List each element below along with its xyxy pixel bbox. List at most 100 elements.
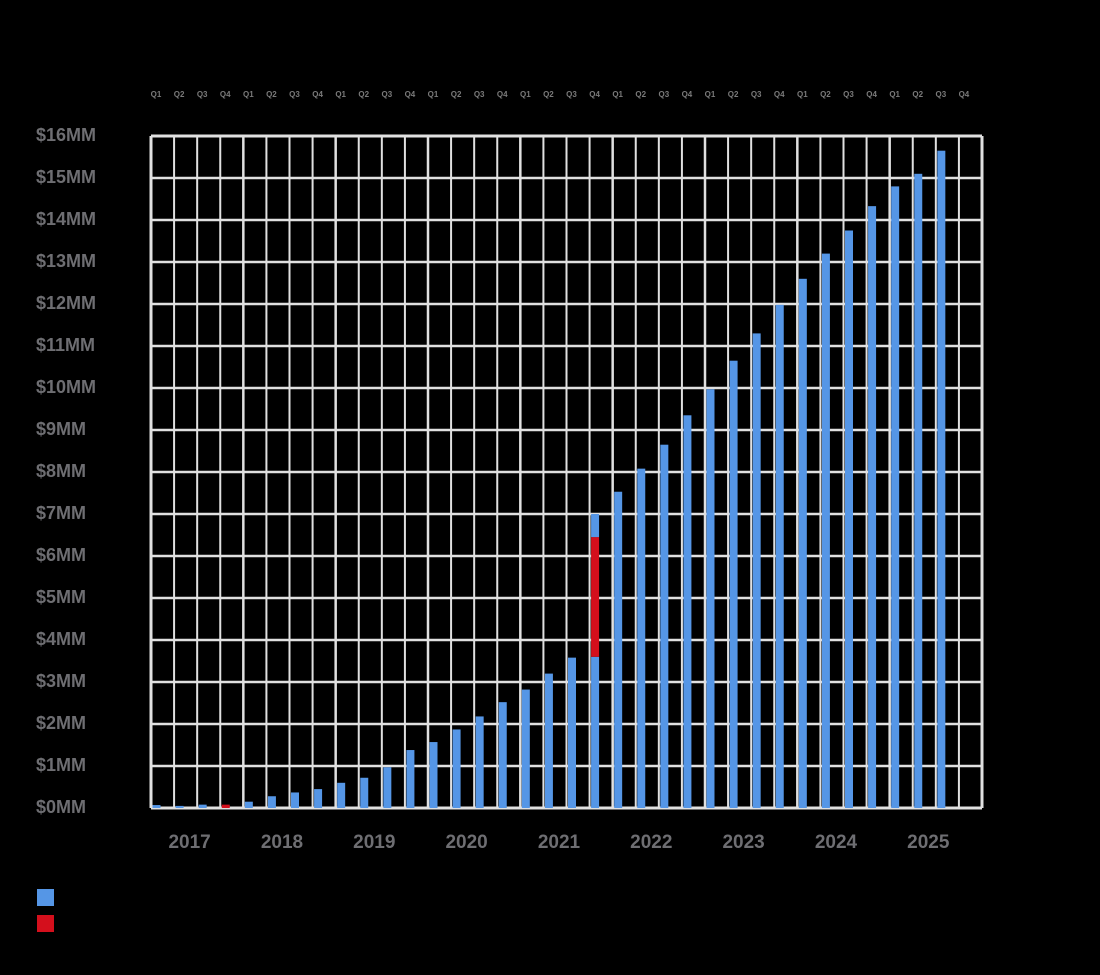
bar-red <box>591 537 600 657</box>
year-label: 2024 <box>814 832 858 853</box>
bar-blue <box>267 796 276 808</box>
y-tick-label: $7MM <box>36 503 87 523</box>
quarter-label: Q1 <box>519 90 531 99</box>
quarter-label: Q2 <box>727 90 739 99</box>
year-label: 2018 <box>260 832 304 853</box>
bar-blue <box>637 468 646 808</box>
quarter-label: Q3 <box>658 90 670 99</box>
y-tick-label: $10MM <box>36 377 97 397</box>
y-tick-label: $8MM <box>36 461 87 481</box>
quarter-label: Q4 <box>589 90 600 99</box>
y-tick-label: $3MM <box>36 671 87 691</box>
y-tick-label: $16MM <box>36 125 97 145</box>
quarter-label: Q2 <box>820 90 831 99</box>
y-tick-label: $4MM <box>36 629 87 649</box>
bar-blue <box>337 782 346 808</box>
year-label: 2021 <box>537 832 581 853</box>
quarter-label: Q1 <box>704 90 716 99</box>
bar-blue <box>821 253 830 809</box>
quarter-label: Q3 <box>473 90 485 99</box>
quarter-label: Q1 <box>335 90 346 99</box>
quarter-label: Q1 <box>796 90 808 99</box>
bar-blue <box>845 230 853 808</box>
y-tick-label: $0MM <box>36 797 87 817</box>
year-label: 2020 <box>445 832 488 853</box>
quarter-label: Q2 <box>635 90 647 99</box>
quarter-label: Q2 <box>543 90 554 99</box>
bar-blue <box>706 389 715 808</box>
bar-blue <box>591 514 600 538</box>
bar-blue <box>429 742 438 808</box>
quarter-label: Q4 <box>219 90 231 99</box>
legend-swatch-blue <box>37 889 54 906</box>
quarter-label: Q3 <box>381 90 393 99</box>
quarter-label: Q4 <box>773 90 785 99</box>
quarter-label: Q3 <box>566 90 577 99</box>
bar-blue <box>568 657 576 808</box>
legend-swatch-red <box>37 915 54 932</box>
quarter-label: Q3 <box>750 90 762 99</box>
quarter-label: Q2 <box>358 90 370 99</box>
y-tick-label: $15MM <box>36 167 97 187</box>
quarter-label: Q1 <box>612 90 623 99</box>
bar-blue <box>937 150 946 808</box>
quarter-label: Q1 <box>242 90 254 99</box>
bar-blue <box>314 789 323 808</box>
quarter-label: Q4 <box>681 90 693 99</box>
bar-blue <box>868 206 877 808</box>
y-tick-label: $13MM <box>36 251 97 271</box>
quarter-label: Q1 <box>150 90 162 99</box>
bar-blue <box>544 673 553 808</box>
bar-blue <box>914 173 923 809</box>
y-tick-label: $1MM <box>36 755 87 775</box>
quarter-label: Q1 <box>427 90 439 99</box>
year-label: 2019 <box>353 832 396 853</box>
bar-blue <box>475 716 484 808</box>
bar-blue <box>244 801 253 808</box>
quarter-label: Q4 <box>404 90 416 99</box>
y-tick-label: $5MM <box>36 587 87 607</box>
y-tick-label: $14MM <box>36 209 97 229</box>
quarter-label: Q3 <box>935 90 947 99</box>
quarter-label: Q4 <box>496 90 508 99</box>
bar-blue <box>614 491 623 808</box>
bar-blue <box>798 278 807 808</box>
bar-blue <box>360 777 369 808</box>
year-label: 2023 <box>722 832 765 853</box>
bar-blue <box>891 186 900 808</box>
bar-blue <box>198 804 207 808</box>
quarter-label: Q1 <box>889 90 900 99</box>
quarter-label: Q3 <box>289 90 300 99</box>
quarter-label: Q4 <box>312 90 323 99</box>
bar-blue <box>152 805 161 808</box>
bar-blue <box>175 805 184 808</box>
bar-blue <box>752 333 761 808</box>
bar-blue <box>591 656 600 808</box>
year-label: 2025 <box>907 832 950 853</box>
y-tick-label: $11MM <box>36 335 96 355</box>
quarter-label: Q3 <box>843 90 854 99</box>
bar-blue <box>775 304 784 808</box>
year-label: 2017 <box>168 832 211 853</box>
year-label: 2022 <box>630 832 673 853</box>
bar-blue <box>452 729 461 808</box>
bar-blue <box>729 360 738 808</box>
quarter-label: Q2 <box>450 90 462 99</box>
bar-blue <box>406 750 415 808</box>
bar-blue <box>521 689 530 808</box>
bar-blue <box>383 767 392 808</box>
quarter-label: Q4 <box>866 90 877 99</box>
quarter-label: Q4 <box>958 90 970 99</box>
y-tick-label: $12MM <box>36 293 97 313</box>
y-tick-label: $6MM <box>36 545 87 565</box>
quarter-label: Q2 <box>266 90 277 99</box>
y-tick-label: $2MM <box>36 713 87 733</box>
quarter-label: Q2 <box>912 90 924 99</box>
bar-blue <box>683 415 692 808</box>
y-tick-label: $9MM <box>36 419 87 439</box>
bar-blue <box>291 792 299 808</box>
quarter-label: Q2 <box>173 90 185 99</box>
bar-blue <box>660 444 669 808</box>
